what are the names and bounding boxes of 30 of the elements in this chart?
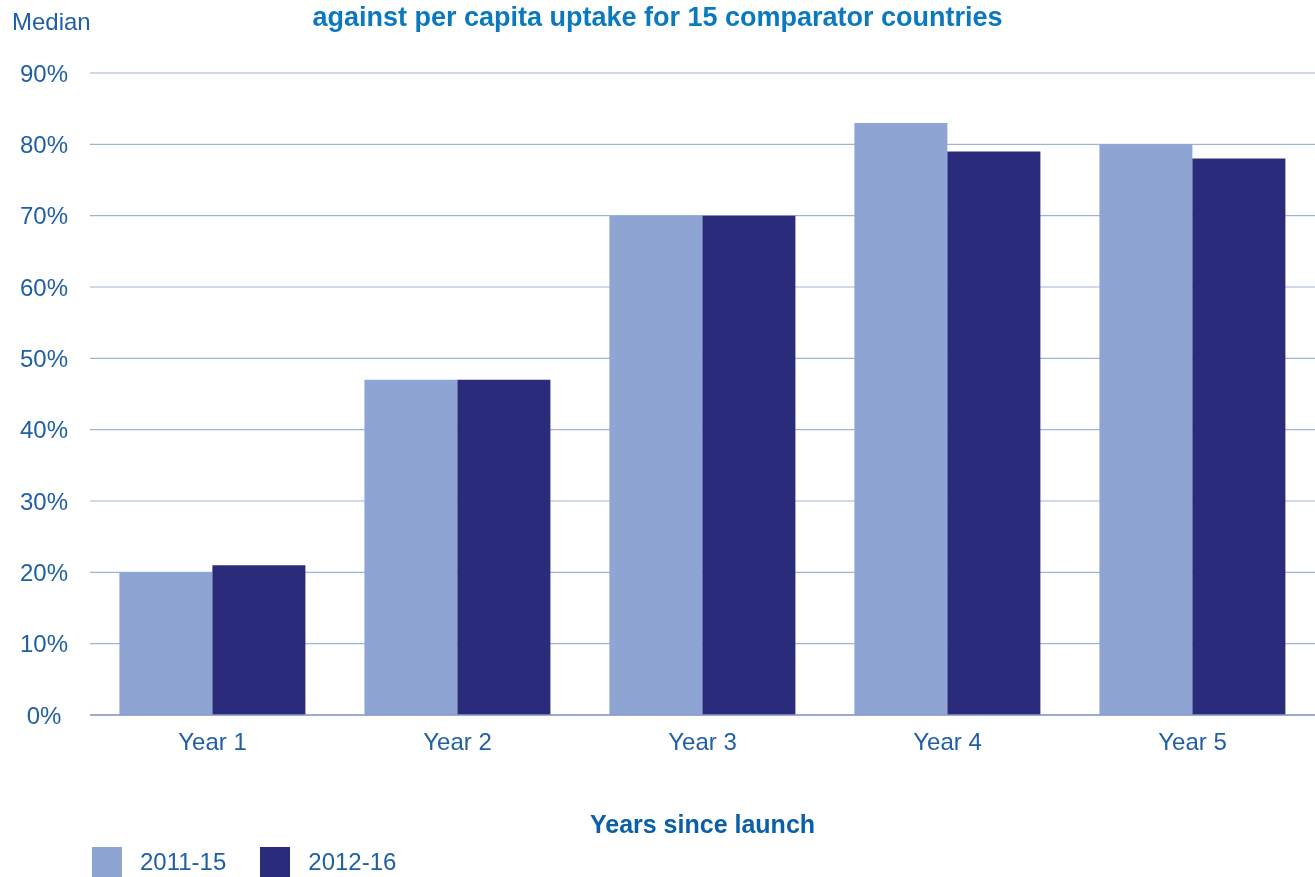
bar <box>364 379 458 715</box>
y-tick-label: 60% <box>19 273 69 301</box>
y-tick-label: 70% <box>19 202 69 230</box>
y-tick-label: 10% <box>19 630 69 658</box>
y-tick-label: 0% <box>26 701 62 729</box>
y-tick-label: 40% <box>19 416 69 444</box>
bar <box>609 215 703 715</box>
legend-label: 2012-16 <box>308 848 397 876</box>
legend-label: 2011-15 <box>140 848 227 876</box>
y-tick-label: 20% <box>19 558 69 586</box>
bar <box>702 215 796 715</box>
bar <box>119 572 213 715</box>
bar <box>947 151 1041 715</box>
y-tick-label: 80% <box>19 130 69 158</box>
bar <box>854 122 948 715</box>
x-tick-label: Year 1 <box>178 728 247 756</box>
bar <box>457 379 551 715</box>
x-tick-label: Year 5 <box>1158 728 1227 756</box>
x-axis-title: Years since launch <box>588 810 817 839</box>
x-tick-label: Year 3 <box>668 728 737 756</box>
y-axis-title: Median <box>12 8 91 36</box>
bar <box>1099 144 1193 715</box>
bar <box>1192 158 1286 715</box>
chart-title: against per capita uptake for 15 comparator countries <box>312 2 1003 32</box>
y-tick-label: 30% <box>19 487 69 515</box>
y-tick-label: 50% <box>19 344 69 372</box>
x-tick-label: Year 2 <box>423 728 492 756</box>
y-tick-label: 90% <box>19 59 69 87</box>
bar <box>212 565 306 715</box>
x-tick-label: Year 4 <box>913 728 982 756</box>
